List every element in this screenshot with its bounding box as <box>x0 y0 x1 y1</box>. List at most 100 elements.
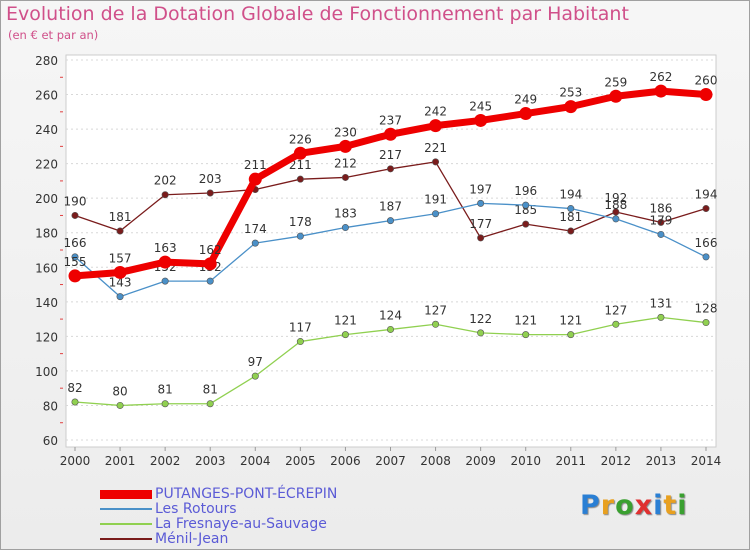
x-tick-label: 2009 <box>465 454 496 468</box>
data-label: 157 <box>109 251 132 265</box>
legend-label: La Fresnaye-au-Sauvage <box>155 516 327 532</box>
data-label: 121 <box>334 314 357 328</box>
data-label: 194 <box>695 188 718 202</box>
y-tick-label: 100 <box>35 365 58 379</box>
data-label: 174 <box>244 222 267 236</box>
data-label: 117 <box>289 321 312 335</box>
data-label: 80 <box>112 384 127 398</box>
data-label: 253 <box>559 86 582 100</box>
y-tick-label: 120 <box>35 330 58 344</box>
data-label: 202 <box>154 174 177 188</box>
data-point <box>206 189 214 197</box>
y-tick-label: 180 <box>35 227 58 241</box>
data-point <box>432 158 440 166</box>
data-label: 81 <box>203 383 218 397</box>
data-point <box>702 253 710 261</box>
data-label: 131 <box>649 296 672 310</box>
y-tick-label: 220 <box>35 158 58 172</box>
x-tick-label: 2011 <box>556 454 587 468</box>
x-tick-label: 2014 <box>691 454 722 468</box>
data-label: 190 <box>64 194 87 208</box>
data-label: 194 <box>559 188 582 202</box>
data-label: 121 <box>559 314 582 328</box>
data-point <box>296 232 304 240</box>
data-point <box>161 277 169 285</box>
y-tick-label: 80 <box>43 399 58 413</box>
data-point <box>116 227 124 235</box>
data-point <box>522 220 530 228</box>
data-point <box>609 89 623 103</box>
legend-label: Les Rotours <box>155 501 237 517</box>
x-tick-label: 2012 <box>601 454 632 468</box>
x-tick-label: 2005 <box>285 454 316 468</box>
y-tick-label: 200 <box>35 192 58 206</box>
legend-swatch <box>100 508 152 510</box>
data-label: 155 <box>64 255 87 269</box>
data-point <box>522 331 530 339</box>
data-point <box>522 201 530 209</box>
logo-letter: x <box>634 490 654 521</box>
x-tick-label: 2004 <box>240 454 271 468</box>
data-point <box>429 119 443 133</box>
data-label: 186 <box>649 201 672 215</box>
data-point <box>386 325 394 333</box>
legend-swatch <box>100 490 152 499</box>
data-point <box>432 320 440 328</box>
y-tick-label: 240 <box>35 123 58 137</box>
data-point <box>71 253 79 261</box>
proxiti-logo: Proxiti <box>580 490 688 521</box>
data-label: 217 <box>379 148 402 162</box>
y-tick-label: 60 <box>43 434 58 448</box>
data-point <box>612 208 620 216</box>
x-tick-label: 2002 <box>150 454 181 468</box>
data-point <box>384 127 397 141</box>
data-label: 262 <box>649 70 672 84</box>
data-label: 166 <box>64 236 87 250</box>
x-tick-label: 2010 <box>510 454 541 468</box>
data-point <box>519 107 533 121</box>
legend-label: Ménil-Jean <box>155 531 229 547</box>
data-label: 143 <box>109 276 132 290</box>
data-label: 249 <box>514 93 537 107</box>
data-label: 166 <box>695 236 718 250</box>
chart-subtitle: (en € et par an) <box>8 28 99 42</box>
data-label: 212 <box>334 156 357 170</box>
data-point <box>206 277 214 285</box>
data-point <box>657 218 665 226</box>
data-point <box>657 313 665 321</box>
data-label: 188 <box>604 198 627 212</box>
data-point <box>251 372 259 380</box>
data-label: 183 <box>334 207 357 221</box>
data-label: 260 <box>695 74 718 88</box>
data-label: 178 <box>289 215 312 229</box>
plot-area <box>65 54 717 448</box>
data-point <box>567 205 575 213</box>
data-point <box>206 400 214 408</box>
data-label: 162 <box>199 243 222 257</box>
data-point <box>477 234 485 242</box>
data-point <box>161 400 169 408</box>
data-label: 230 <box>334 125 357 139</box>
logo-letter: i <box>677 490 688 521</box>
data-point <box>158 255 172 269</box>
data-label: 127 <box>424 303 447 317</box>
data-label: 121 <box>514 314 537 328</box>
logo-letter: r <box>600 490 616 521</box>
data-point <box>296 175 304 183</box>
data-label: 163 <box>154 241 177 255</box>
data-point <box>612 320 620 328</box>
data-point <box>702 205 710 213</box>
data-label: 197 <box>469 182 492 196</box>
legend-label: PUTANGES-PONT-ÉCREPIN <box>155 486 338 502</box>
y-tick-label: 260 <box>35 89 58 103</box>
data-label: 242 <box>424 105 447 119</box>
data-label: 185 <box>514 203 537 217</box>
data-point <box>657 230 665 238</box>
data-label: 127 <box>604 303 627 317</box>
data-point <box>251 239 259 247</box>
data-point <box>203 257 217 271</box>
data-label: 124 <box>379 308 402 322</box>
x-tick-label: 2003 <box>195 454 226 468</box>
x-tick-label: 2007 <box>375 454 406 468</box>
